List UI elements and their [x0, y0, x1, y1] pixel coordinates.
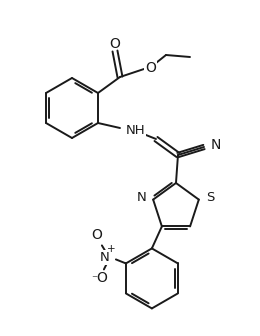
Text: NH: NH: [126, 125, 146, 137]
Text: ⁻: ⁻: [91, 273, 97, 286]
Text: O: O: [96, 271, 107, 285]
Text: N: N: [136, 191, 146, 204]
Text: N: N: [211, 138, 221, 152]
Text: +: +: [107, 244, 115, 254]
Text: S: S: [206, 191, 214, 204]
Text: N: N: [100, 251, 110, 264]
Text: O: O: [92, 228, 102, 242]
Text: O: O: [145, 61, 156, 75]
Text: O: O: [109, 37, 120, 51]
